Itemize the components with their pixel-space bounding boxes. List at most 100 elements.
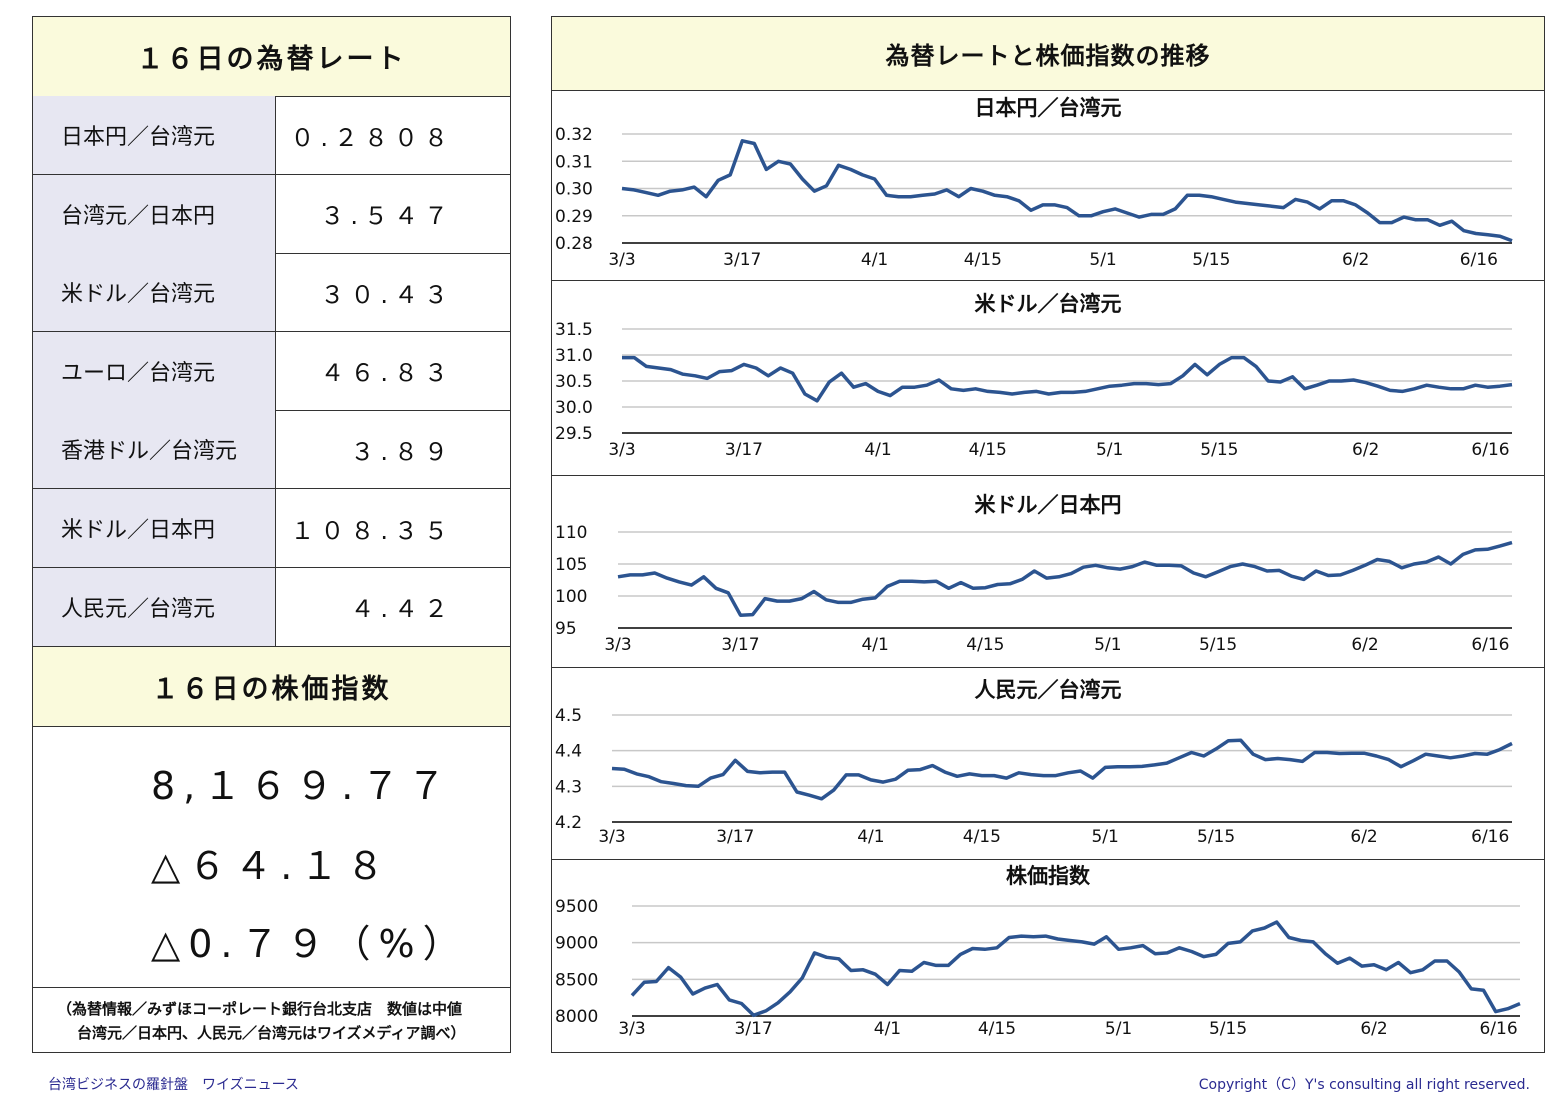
x-tick-label: 4/15 — [978, 1019, 1016, 1039]
rate-value: １０８.３５ — [290, 516, 454, 545]
y-tick-label: 95 — [555, 619, 577, 639]
x-tick-label: 6/16 — [1471, 827, 1509, 847]
x-tick-label: 6/16 — [1460, 250, 1498, 270]
rate-label: 香港ドル／台湾元 — [33, 410, 276, 489]
footer-brand: 台湾ビジネスの羅針盤 ワイズニュース — [48, 1077, 299, 1093]
y-tick-label: 29.5 — [555, 424, 593, 444]
chart-panel: 株価指数 9500 9000 8500 8000 3/3 3/17 4/1 4/15 5/1 5/1… — [552, 859, 1544, 1053]
x-tick-label: 3/17 — [735, 1019, 773, 1039]
x-tick-label: 3/3 — [608, 440, 635, 460]
rate-value: ３.５４７ — [320, 202, 454, 231]
series-line — [617, 540, 1513, 617]
rate-label: 米ドル／日本円 — [33, 489, 276, 567]
x-tick-label: 6/16 — [1471, 635, 1509, 655]
y-tick-label: 9000 — [555, 934, 598, 954]
y-tick-label: 30.5 — [555, 372, 593, 392]
x-tick-label: 6/16 — [1479, 1019, 1517, 1039]
chart-panel: 米ドル／台湾元 31.5 31.0 30.5 30.0 29.5 3/3 3/17 4/1 4/1… — [552, 280, 1544, 476]
y-tick-label: 100 — [555, 587, 587, 607]
chart-panel: 日本円／台湾元 0.32 0.31 0.30 0.29 0.28 3/3 3/17 4/1 4/1… — [552, 90, 1544, 281]
line-chart: 31.5 31.0 30.5 30.0 29.5 3/3 3/17 4/1 4/15 5/1 5/1… — [555, 320, 1513, 460]
rate-row: 台湾元／日本円 ３.５４７ — [33, 174, 510, 254]
x-tick-label: 6/2 — [1351, 635, 1378, 655]
y-tick-label: 4.5 — [555, 706, 582, 726]
y-tick-label: 30.0 — [555, 398, 593, 418]
rate-row: 人民元／台湾元 ４.４２ — [33, 567, 510, 647]
line-chart: 0.32 0.31 0.30 0.29 0.28 3/3 3/17 4/1 4/15 5/1 5/1… — [555, 125, 1513, 270]
x-tick-label: 5/1 — [1096, 440, 1123, 460]
y-tick-label: 31.0 — [555, 346, 593, 366]
y-tick-label: 0.32 — [555, 125, 593, 145]
x-tick-label: 4/15 — [964, 250, 1002, 270]
chart-title: 株価指数 — [1006, 864, 1090, 888]
series-line — [621, 139, 1513, 243]
x-tick-label: 3/17 — [721, 635, 759, 655]
x-tick-label: 4/15 — [963, 827, 1001, 847]
right-panel: 為替レートと株価指数の推移 日本円／台湾元 0.32 0.31 0.30 0.29 0.2… — [551, 16, 1545, 1053]
rate-label: 人民元／台湾元 — [33, 567, 276, 646]
x-tick-label: 3/17 — [725, 440, 763, 460]
x-tick-label: 5/1 — [1089, 250, 1116, 270]
stock-index-change: △６４.１８ — [151, 844, 393, 888]
x-tick-label: 4/1 — [864, 440, 891, 460]
x-tick-label: 5/15 — [1200, 440, 1238, 460]
rate-row: 米ドル／台湾元 ３０.４３ — [33, 253, 510, 333]
x-tick-label: 3/17 — [716, 827, 754, 847]
x-tick-label: 5/15 — [1209, 1019, 1247, 1039]
stock-index-value: 8,１６９.７７ — [151, 764, 454, 808]
x-tick-label: 3/3 — [618, 1019, 645, 1039]
stock-index-title: １６日の株価指数 — [33, 647, 510, 727]
y-tick-label: 4.4 — [555, 742, 582, 762]
x-tick-label: 5/15 — [1192, 250, 1230, 270]
x-tick-label: 3/17 — [723, 250, 761, 270]
rate-value: ４.４２ — [350, 595, 454, 624]
y-tick-label: 0.29 — [555, 207, 593, 227]
rate-row: 香港ドル／台湾元 ３.８９ — [33, 410, 510, 490]
x-tick-label: 6/2 — [1350, 827, 1377, 847]
x-tick-label: 4/1 — [861, 250, 888, 270]
series-line — [611, 738, 1513, 801]
rate-row: ユーロ／台湾元 ４６.８３ — [33, 331, 510, 411]
y-tick-label: 110 — [555, 523, 587, 543]
chart-panel: 米ドル／日本円 110 105 100 95 3/3 3/17 4/1 4/15 5/1 5/15 6… — [552, 475, 1544, 668]
line-chart: 9500 9000 8500 8000 3/3 3/17 4/1 4/15 5/1 5/15 6/2… — [555, 897, 1521, 1039]
y-tick-label: 31.5 — [555, 320, 593, 340]
x-tick-label: 3/3 — [604, 635, 631, 655]
rate-value: ３.８９ — [350, 437, 454, 466]
x-tick-label: 6/2 — [1342, 250, 1369, 270]
rate-value: ３０.４３ — [320, 280, 454, 309]
y-tick-label: 4.3 — [555, 777, 582, 797]
y-tick-label: 8000 — [555, 1007, 598, 1027]
chart-title: 日本円／台湾元 — [974, 96, 1122, 120]
y-tick-label: 105 — [555, 555, 587, 575]
chart-panel: 人民元／台湾元 4.5 4.4 4.3 4.2 3/3 3/17 4/1 4/15 5/1 5/15… — [552, 667, 1544, 860]
rate-label: ユーロ／台湾元 — [33, 331, 276, 410]
x-tick-label: 6/2 — [1352, 440, 1379, 460]
rate-value: ０.２８０８ — [290, 123, 454, 152]
x-tick-label: 4/1 — [874, 1019, 901, 1039]
series-line — [622, 355, 1513, 403]
y-tick-label: 9500 — [555, 897, 598, 917]
left-panel: １６日の為替レート 日本円／台湾元 ０.２８０８ 台湾元／日本円 ３.５４７ 米ドル／台… — [32, 16, 511, 1053]
series-line — [630, 920, 1521, 1018]
x-tick-label: 5/1 — [1094, 635, 1121, 655]
x-tick-label: 4/15 — [969, 440, 1007, 460]
y-tick-label: 0.28 — [555, 234, 593, 254]
rate-value: ４６.８３ — [320, 359, 454, 388]
rate-label: 台湾元／日本円 — [33, 174, 276, 253]
x-tick-label: 4/15 — [966, 635, 1004, 655]
x-tick-label: 3/3 — [608, 250, 635, 270]
x-tick-label: 6/16 — [1471, 440, 1509, 460]
rate-row: 米ドル／日本円 １０８.３５ — [33, 489, 510, 568]
rate-label: 日本円／台湾元 — [33, 96, 276, 174]
x-tick-label: 5/15 — [1197, 827, 1235, 847]
source-note-line: （為替情報／みずほコーポレート銀行台北支店 数値は中値 — [57, 1000, 463, 1018]
line-chart: 4.5 4.4 4.3 4.2 3/3 3/17 4/1 4/15 5/1 5/15 6/2 6/16 — [555, 706, 1513, 847]
x-tick-label: 5/15 — [1199, 635, 1237, 655]
rate-table-title: １６日の為替レート — [33, 17, 510, 97]
chart-title: 米ドル／台湾元 — [974, 292, 1122, 316]
rate-label: 米ドル／台湾元 — [33, 253, 276, 332]
y-tick-label: 0.30 — [555, 180, 593, 200]
x-tick-label: 5/1 — [1105, 1019, 1132, 1039]
stock-index-change-percent: △0.７９（%） — [151, 922, 469, 966]
